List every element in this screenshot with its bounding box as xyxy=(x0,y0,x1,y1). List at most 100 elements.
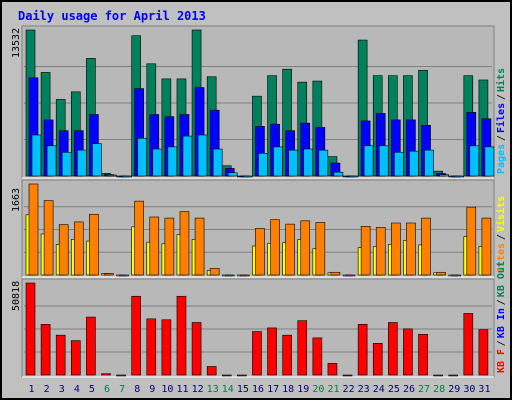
bottom-bar-kb-f-day-21 xyxy=(327,363,338,376)
top-bar-pages-day-18 xyxy=(288,149,298,177)
bottom-bar-kb-f-day-23 xyxy=(357,324,368,376)
top-bar-pages-day-12 xyxy=(197,134,208,177)
middle-bar-sites-day-24 xyxy=(375,227,386,276)
bottom-legend-separator: / xyxy=(496,299,507,305)
bottom-bar-kb-f-day-27 xyxy=(418,333,428,376)
bottom-bar-kb-f-day-16 xyxy=(252,331,262,376)
top-bar-pages-day-26 xyxy=(409,150,419,177)
top-bar-pages-day-13 xyxy=(212,148,223,177)
bottom-bar-kb-f-day-13 xyxy=(206,366,217,376)
bottom-bar-kb-f-day-19 xyxy=(297,320,308,376)
x-tick-label-day-10: 10 xyxy=(161,384,173,395)
x-tick-label-day-11: 11 xyxy=(176,384,188,395)
top-bar-pages-day-7 xyxy=(122,175,132,178)
middle-bar-sites-day-29 xyxy=(451,274,462,277)
bottom-bar-kb-f-day-22 xyxy=(342,374,353,377)
top-ymax-label: 13532 xyxy=(11,28,22,58)
x-tick-label-day-12: 12 xyxy=(192,384,204,395)
middle-bar-sites-day-9 xyxy=(149,216,160,276)
top-bar-pages-day-5 xyxy=(92,143,102,177)
x-tick-label-day-26: 26 xyxy=(403,384,415,395)
bottom-bar-kb-f-day-11 xyxy=(176,295,187,376)
top-bar-pages-day-16 xyxy=(258,153,268,177)
x-tick-label-day-8: 8 xyxy=(134,384,140,395)
x-tick-label-day-2: 2 xyxy=(44,384,50,395)
bottom-bar-kb-f-day-14 xyxy=(221,374,232,377)
bottom-bar-kb-f-day-20 xyxy=(312,337,323,376)
x-tick-label-day-7: 7 xyxy=(119,384,125,395)
top-legend-separator: / xyxy=(496,94,507,100)
top-bar-pages-day-25 xyxy=(394,151,404,177)
bottom-bar-kb-f-day-24 xyxy=(372,343,383,376)
top-bar-pages-day-9 xyxy=(152,148,163,177)
x-tick-label-day-15: 15 xyxy=(237,384,249,395)
top-bar-pages-day-14 xyxy=(227,172,238,177)
middle-bar-sites-day-7 xyxy=(119,274,129,277)
x-tick-label-day-3: 3 xyxy=(59,384,65,395)
top-bar-pages-day-31 xyxy=(484,146,495,177)
bottom-bar-kb-f-day-28 xyxy=(433,374,443,377)
bottom-bar-kb-f-day-2 xyxy=(40,324,51,376)
top-bar-pages-day-1 xyxy=(31,134,42,177)
middle-bar-sites-day-5 xyxy=(89,213,99,276)
x-tick-label-day-31: 31 xyxy=(478,384,490,395)
top-bar-pages-day-10 xyxy=(167,146,178,177)
bottom-bar-kb-f-day-8 xyxy=(131,295,141,376)
top-bar-pages-day-11 xyxy=(182,135,193,177)
bottom-bar-kb-f-day-5 xyxy=(86,316,96,376)
top-bar-pages-day-19 xyxy=(303,148,314,177)
bottom-ymax-label: 50818 xyxy=(11,281,22,311)
middle-ymax-label: 1663 xyxy=(11,188,22,212)
x-tick-label-day-4: 4 xyxy=(74,384,80,395)
middle-bar-sites-day-2 xyxy=(43,200,54,276)
top-bar-pages-day-22 xyxy=(348,175,359,178)
x-tick-label-day-14: 14 xyxy=(222,384,234,395)
bottom-bar-kb-f-day-29 xyxy=(448,374,459,377)
top-bar-pages-day-4 xyxy=(76,149,87,177)
bottom-bar-kb-f-day-7 xyxy=(116,374,126,377)
middle-bar-sites-day-11 xyxy=(179,211,190,276)
top-legend-pages: Pages xyxy=(496,144,507,174)
middle-bar-sites-day-14 xyxy=(224,274,235,277)
x-tick-label-day-23: 23 xyxy=(358,384,370,395)
bottom-bar-kb-f-day-4 xyxy=(70,340,81,376)
x-tick-label-day-19: 19 xyxy=(297,384,309,395)
x-tick-label-day-30: 30 xyxy=(463,384,475,395)
middle-bar-sites-day-22 xyxy=(345,274,356,277)
bottom-bar-kb-f-day-1 xyxy=(25,282,36,376)
bottom-legend-separator: / xyxy=(496,340,507,346)
top-bar-pages-day-28 xyxy=(439,174,449,177)
bottom-bar-kb-f-day-3 xyxy=(55,334,66,376)
middle-bar-sites-day-4 xyxy=(73,221,84,276)
x-tick-label-day-9: 9 xyxy=(149,384,155,395)
top-legend-hits: Hits xyxy=(495,68,507,92)
x-tick-label-day-20: 20 xyxy=(312,384,324,395)
bottom-bar-kb-f-day-30 xyxy=(463,313,474,376)
bottom-bar-kb-f-day-6 xyxy=(101,373,111,376)
top-bar-pages-day-21 xyxy=(333,171,344,177)
bottom-bar-kb-f-day-31 xyxy=(478,329,489,376)
top-bar-pages-day-15 xyxy=(243,175,253,178)
middle-legend-visits: Visits xyxy=(495,196,507,232)
bottom-bar-kb-f-day-17 xyxy=(267,327,277,376)
middle-bar-sites-day-20 xyxy=(315,222,326,276)
bottom-legend-kb-out: KB Out xyxy=(496,261,507,297)
top-bar-pages-day-2 xyxy=(46,145,57,177)
middle-bar-sites-day-25 xyxy=(391,222,401,276)
middle-legend-sites: Sites xyxy=(495,243,507,273)
bottom-bar-kb-f-day-18 xyxy=(282,334,292,376)
bottom-bar-kb-f-day-12 xyxy=(191,322,202,376)
bottom-bar-kb-f-day-25 xyxy=(388,322,398,376)
x-tick-label-day-16: 16 xyxy=(252,384,264,395)
middle-bar-sites-day-18 xyxy=(285,223,295,276)
chart-title: Daily usage for April 2013 xyxy=(18,9,206,23)
middle-bar-sites-day-31 xyxy=(481,217,492,276)
middle-bar-sites-day-3 xyxy=(58,224,69,276)
middle-bar-sites-day-30 xyxy=(466,206,477,276)
middle-bar-sites-day-12 xyxy=(194,217,205,276)
bottom-bar-kb-f-day-10 xyxy=(161,319,172,376)
middle-legend-separator: / xyxy=(496,234,507,240)
middle-bar-sites-day-6 xyxy=(104,273,114,276)
